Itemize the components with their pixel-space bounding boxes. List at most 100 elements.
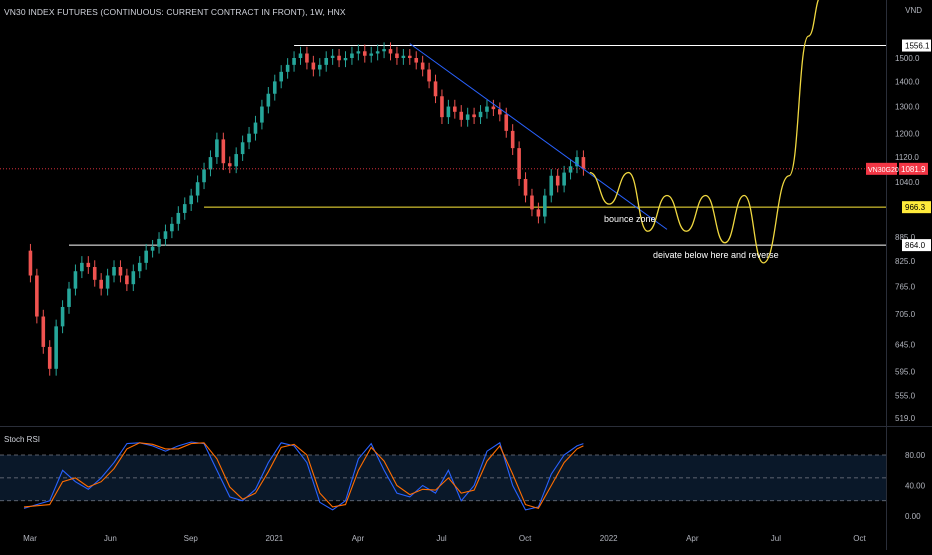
candle-body [221, 139, 226, 164]
candle-body [523, 178, 528, 196]
candle-body [298, 53, 303, 58]
candle-body [260, 106, 264, 123]
candle-body [60, 306, 65, 327]
annotation-bounce-zone: bounce zone [604, 214, 656, 224]
candle-body [285, 64, 290, 72]
candle-body [247, 133, 251, 143]
candle-body [510, 130, 515, 149]
y-tick-label: 705.0 [895, 310, 916, 319]
y-tick-label: 519.0 [895, 414, 916, 423]
candle-body [67, 288, 71, 307]
x-tick-label: Apr [686, 534, 699, 543]
candle-body [47, 346, 52, 369]
candle-body [517, 148, 521, 179]
candle-body [272, 81, 277, 94]
y-tick-label: 1300.0 [895, 103, 920, 112]
stoch-series-d [23, 442, 584, 510]
candle-body [420, 62, 425, 70]
candle-body [54, 326, 58, 369]
candle-body [80, 262, 84, 272]
level-tag-bg [902, 39, 931, 52]
candle-body [568, 166, 573, 173]
x-tick-label: 2021 [265, 534, 283, 543]
chart-title: VN30 INDEX FUTURES (CONTINUOUS: CURRENT … [4, 7, 346, 17]
candle-body [28, 250, 33, 276]
y-tick-label: 885.0 [895, 233, 916, 242]
y-tick-label: 765.0 [895, 282, 916, 291]
candle-body [465, 114, 470, 120]
candle-body [575, 157, 579, 167]
y-tick-label: 595.0 [895, 368, 916, 377]
stoch-series-k [23, 441, 584, 511]
candle-body [530, 195, 534, 210]
candle-body [131, 271, 136, 285]
y-tick-label: 1400.0 [895, 77, 920, 86]
candle-body [356, 51, 361, 54]
candle-body [112, 267, 116, 276]
candle-body [440, 96, 444, 118]
candle-body [150, 246, 155, 251]
candle-body [337, 55, 341, 61]
candle-body [536, 209, 541, 217]
candle-body [427, 69, 431, 82]
candle-body [330, 55, 335, 58]
candle-body [157, 238, 161, 247]
current-price-value: 1081.9 [901, 165, 926, 174]
candle-body [350, 53, 354, 58]
candle-body [478, 111, 483, 118]
candle-body [324, 58, 329, 65]
candle-body [182, 204, 187, 213]
candle-body [549, 175, 554, 196]
candle-body [555, 175, 560, 186]
level-tag-label: 1556.1 [905, 42, 930, 51]
candle-body [73, 271, 78, 289]
level-tag-label: 966.3 [905, 203, 926, 212]
candle-body [118, 267, 123, 276]
x-tick-label: Sep [184, 534, 199, 543]
candle-body [491, 106, 496, 110]
candle-body [401, 55, 406, 58]
projection-path [589, 0, 820, 264]
candle-body [375, 51, 380, 54]
level-tag: 966.3 [902, 201, 931, 214]
candle-body [92, 267, 97, 280]
candle-body [369, 53, 374, 56]
candle-body [208, 157, 213, 170]
candle-body [240, 142, 245, 155]
candle-body [562, 172, 566, 186]
candle-body [227, 163, 232, 167]
y-tick-label: 1120.0 [895, 153, 919, 162]
candle-body [234, 154, 238, 167]
x-tick-label: Oct [853, 534, 866, 543]
stoch-title: Stoch RSI [4, 435, 40, 444]
candle-body [292, 58, 296, 65]
candle-body [195, 182, 200, 196]
annotation-deviate: deivate below here and reverse [653, 250, 779, 260]
candle-body [433, 81, 438, 97]
candle-body [395, 53, 399, 58]
candle-body [498, 109, 502, 115]
current-price-symbol: VN30G2023 [868, 167, 907, 174]
candle-body [543, 195, 547, 217]
y-tick-label: 645.0 [895, 340, 916, 349]
y-tick-label: 825.0 [895, 257, 916, 266]
x-tick-label: Mar [23, 534, 37, 543]
x-tick-label: Jul [771, 534, 781, 543]
candle-body [388, 49, 393, 54]
candle-body [99, 279, 103, 289]
candle-body [189, 195, 193, 205]
current-price-symbol-bg [866, 162, 897, 175]
candle-body [414, 58, 419, 63]
currency-label: VND [905, 6, 922, 15]
candle-body [125, 275, 129, 285]
candle-body [266, 93, 271, 107]
candle-body [504, 114, 509, 131]
candle-body [144, 250, 148, 263]
stoch-tick-label: 40.00 [905, 482, 926, 491]
candle-body [137, 262, 142, 272]
candle-body [105, 275, 110, 289]
stoch-rsi-pane: Stoch RSI 80.00 40.00 0.00 [0, 435, 926, 521]
y-tick-label: 1500.0 [895, 54, 920, 63]
candle-body [408, 55, 412, 58]
